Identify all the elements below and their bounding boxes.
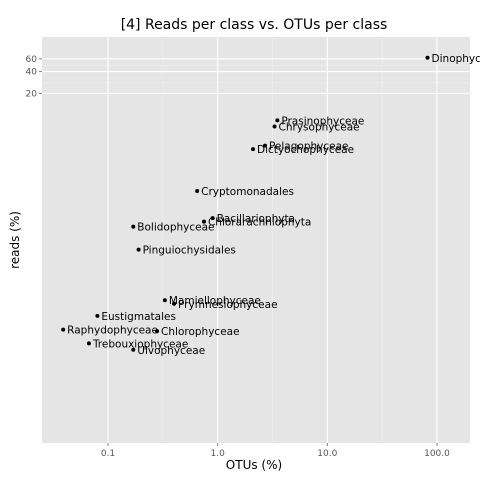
data-point [425, 55, 430, 60]
data-point [155, 329, 160, 334]
data-point [262, 143, 267, 148]
point-label: Chlorarachniophyta [208, 217, 311, 229]
point-label: Pinguiochysidales [143, 245, 236, 257]
y-axis-title: reads (%) [8, 211, 22, 269]
x-tick-label: 10.0 [317, 449, 337, 459]
data-point [162, 298, 167, 303]
x-axis-title: OTUs (%) [226, 458, 282, 472]
data-point [131, 347, 136, 352]
data-point [201, 219, 206, 224]
data-point [136, 247, 141, 252]
chart-title: [4] Reads per class vs. OTUs per class [121, 17, 388, 33]
point-label: Ulvophyceae [137, 345, 205, 357]
point-label: Mamiellophyceae [169, 295, 261, 307]
minor-gridlines [42, 37, 470, 443]
y-tick-label: 40 [26, 68, 38, 78]
data-point [172, 301, 177, 306]
point-label: Chrysophyceae [279, 121, 360, 133]
point-label: Bacillariophyta [217, 213, 295, 225]
x-tick-label: 0.1 [101, 449, 115, 459]
x-tick-label: 1.0 [211, 449, 226, 459]
data-point [210, 216, 215, 221]
data-point [86, 341, 91, 346]
data-point [61, 327, 66, 332]
data-points [61, 55, 430, 352]
point-label: Raphydophyceae [67, 325, 158, 337]
data-point [131, 224, 136, 229]
y-tick-label: 60 [26, 55, 38, 65]
y-axis-ticks: 20 40 60 [26, 55, 42, 99]
point-label: Bolidophyceae [137, 222, 214, 234]
x-axis-ticks: 0.1 1.0 10.0 100.0 [101, 443, 450, 459]
data-point [251, 147, 256, 152]
point-label: Cryptomonadales [201, 186, 294, 198]
x-tick-label: 100.0 [424, 449, 450, 459]
major-gridlines [42, 37, 470, 443]
point-label: Dinophyceae [432, 53, 480, 65]
point-label: Chlorophyceae [161, 326, 240, 338]
data-point [275, 118, 280, 123]
data-point [195, 189, 200, 194]
y-tick-label: 20 [26, 89, 38, 99]
point-label: Dictyochophyceae [257, 144, 354, 156]
point-label: Trebouxiophyceae [92, 338, 188, 350]
data-point [272, 124, 277, 129]
point-label: Pelagophyceae [269, 141, 349, 153]
point-label: Eustigmatales [101, 311, 176, 323]
point-label: Prymnesiophyceae [178, 299, 278, 311]
point-label: Prasinophyceae [281, 115, 364, 127]
data-point [95, 313, 100, 318]
plot-background [42, 37, 470, 443]
